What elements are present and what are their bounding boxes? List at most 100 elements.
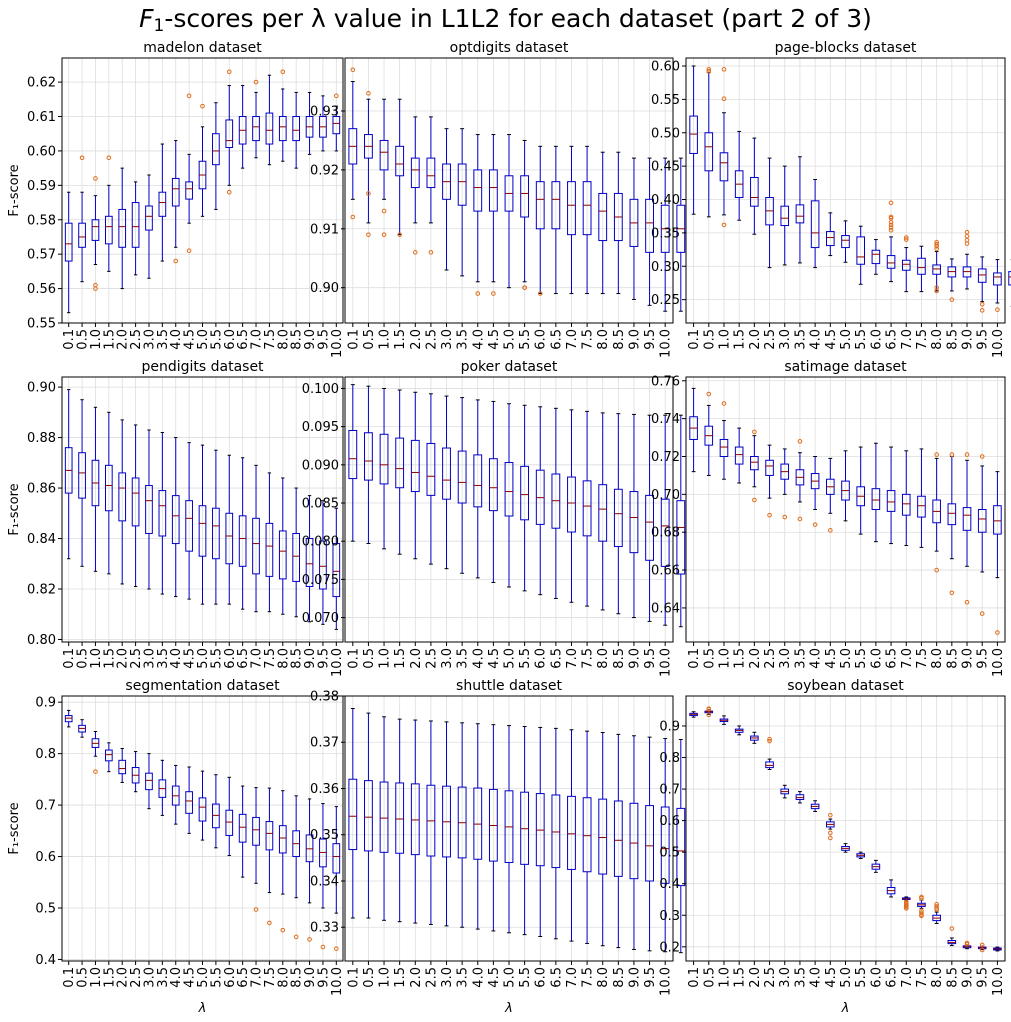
box-9.5	[645, 414, 654, 622]
x-axis-label: λ	[504, 1001, 513, 1016]
y-tick-label: 0.070	[302, 611, 339, 626]
box-6.5	[886, 200, 896, 283]
panel-soybean-dataset: 0.20.30.40.50.60.70.80.90.1 0.5 1.0 1.5 2.0 2…	[659, 678, 1006, 1016]
x-tick-label: 4.5	[824, 648, 839, 669]
box-iqr	[810, 200, 820, 249]
flier-point	[200, 103, 205, 109]
box-0.5	[704, 67, 714, 218]
x-tick-label: 8.0	[276, 967, 291, 988]
box-2.0	[410, 719, 420, 924]
x-tick-label: 0.5	[702, 648, 717, 669]
x-tick-label: 1.0	[717, 329, 732, 350]
y-tick-label: 0.86	[27, 482, 56, 497]
box-iqr	[719, 438, 729, 458]
y-axis-label: F₁-score	[7, 802, 22, 854]
x-tick-label: 3.0	[142, 329, 157, 350]
box-iqr	[348, 778, 358, 851]
flier-point	[186, 248, 192, 254]
x-tick-label: 9.0	[303, 648, 318, 669]
box-8.0	[932, 452, 941, 573]
x-tick-label: 6.5	[885, 648, 900, 669]
flier-point	[366, 191, 371, 196]
y-tick-label: 0.5	[35, 902, 56, 917]
flier-point	[226, 69, 232, 75]
box-0.1	[348, 67, 358, 220]
y-tick-label: 0.095	[302, 420, 339, 435]
box-5.0	[198, 103, 207, 217]
x-tick-label: 3.5	[793, 648, 808, 669]
box-iqr	[750, 456, 759, 471]
box-iqr	[118, 208, 127, 248]
x-tick-label: 9.5	[316, 967, 331, 988]
y-tick-label: 0.61	[27, 110, 56, 125]
box-iqr	[104, 215, 113, 245]
box-1.0	[379, 98, 389, 237]
y-tick-label: 0.74	[651, 412, 680, 427]
box-iqr	[765, 459, 774, 476]
panel-segmentation-dataset: 0.40.50.60.70.80.90.10.51.01.52.02.53.03…	[7, 678, 354, 1016]
panel-shuttle-dataset: 0.330.340.350.360.370.380.1 0.5 1.0 1.5 2.0 2…	[310, 678, 686, 1016]
flier-point	[350, 214, 356, 220]
y-tick-label: 0.35	[651, 226, 680, 241]
box-iqr	[319, 540, 327, 590]
y-tick-label: 0.90	[310, 281, 339, 296]
box-iqr	[1008, 271, 1011, 286]
x-tick-label: 0.1	[62, 329, 77, 350]
x-tick-label: 6.0	[223, 329, 238, 350]
box-iqr	[488, 169, 498, 212]
flier-point	[934, 288, 939, 294]
box-4.5	[488, 400, 498, 583]
box-3.5	[457, 722, 467, 928]
box-8.0	[278, 69, 287, 162]
y-tick-label: 0.085	[302, 497, 339, 512]
box-iqr	[551, 794, 561, 869]
y-tick-label: 0.66	[651, 564, 680, 579]
box-iqr	[212, 507, 220, 560]
panel-title: poker dataset	[461, 359, 558, 375]
x-tick-label: 6.5	[236, 329, 251, 350]
box-10.0	[993, 259, 1002, 312]
x-tick-label: 3.0	[142, 648, 157, 669]
flier-point	[964, 241, 970, 246]
box-7.0	[901, 896, 911, 911]
x-tick-label: 9.5	[316, 648, 331, 669]
flier-point	[919, 895, 924, 901]
x-tick-label: 2.0	[748, 648, 763, 669]
box-iqr	[185, 791, 193, 814]
box-4.0	[473, 399, 483, 579]
x-tick-label: 7.5	[263, 967, 278, 988]
box-iqr	[660, 806, 670, 884]
y-tick-label: 0.37	[310, 736, 339, 751]
box-9.5	[319, 803, 327, 950]
box-iqr	[410, 157, 420, 189]
box-iqr	[78, 222, 86, 248]
flier-point	[267, 920, 272, 926]
box-iqr	[426, 157, 436, 189]
box-5.5	[856, 225, 865, 285]
x-tick-label: 10.0	[330, 967, 345, 996]
x-tick-label: 6.0	[869, 648, 884, 669]
x-tick-label: 9.5	[316, 329, 331, 350]
x-tick-label: 5.5	[209, 967, 224, 988]
box-6.0	[225, 454, 234, 605]
x-tick-label: 3.0	[778, 967, 793, 988]
y-tick-label: 0.60	[27, 144, 56, 159]
x-tick-label: 9.5	[643, 967, 658, 988]
x-tick-label: 9.0	[961, 329, 976, 350]
box-iqr	[613, 800, 623, 877]
box-iqr	[198, 797, 207, 822]
x-tick-label: 5.0	[839, 329, 854, 350]
box-4.0	[171, 437, 180, 598]
flier-point	[919, 913, 924, 919]
x-tick-label: 7.0	[250, 329, 265, 350]
box-iqr	[332, 843, 341, 874]
x-tick-label: 6.5	[549, 329, 564, 350]
x-tick-label: 8.0	[276, 329, 291, 350]
flier-point	[888, 225, 894, 230]
x-tick-label: 0.1	[687, 648, 702, 669]
y-tick-label: 0.92	[310, 163, 339, 178]
x-tick-label: 0.5	[362, 648, 377, 669]
flier-point	[293, 934, 299, 940]
box-4.0	[171, 764, 180, 825]
